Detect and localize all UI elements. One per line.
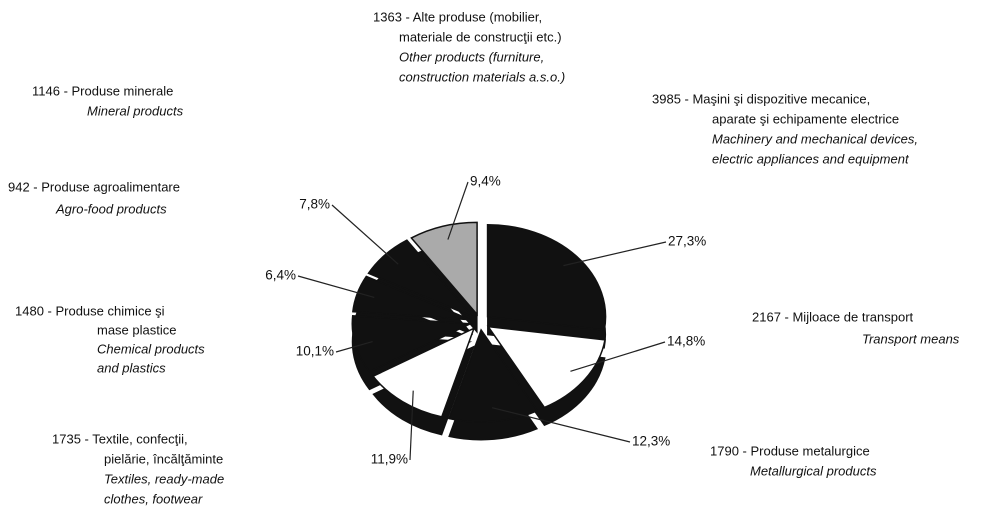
category-label-en: Agro-food products <box>55 201 167 216</box>
leader-line <box>447 181 469 240</box>
slice <box>371 326 476 418</box>
category-label: pielărie, încălţăminte <box>104 451 223 466</box>
category-label: aparate şi echipamente electrice <box>712 111 899 126</box>
leader-line <box>331 204 399 265</box>
leader-line <box>570 341 666 372</box>
category-label: 1146 - Produse minerale <box>32 83 173 98</box>
percent-label: 27,3% <box>668 234 706 249</box>
slice <box>351 314 474 373</box>
percent-label: 14,8% <box>667 334 705 349</box>
category-label-en: electric appliances and equipment <box>712 151 910 166</box>
leader-line <box>563 241 667 267</box>
category-label-en: and plastics <box>97 360 166 375</box>
category-label: 1363 - Alte produse (mobilier, <box>373 9 542 24</box>
category-label-en: Other products (furniture, <box>399 49 544 64</box>
category-label: 3985 - Maşini şi dispozitive mecanice, <box>652 91 870 106</box>
category-label: 2167 - Mijloace de transport <box>752 309 914 324</box>
slice <box>367 239 474 318</box>
percent-label: 11,9% <box>371 452 408 467</box>
category-label-en: construction materials a.s.o.) <box>399 69 565 84</box>
percent-label: 6,4% <box>265 268 296 283</box>
leader-line <box>297 275 375 299</box>
category-label-en: clothes, footwear <box>104 491 203 506</box>
category-label-en: Mineral products <box>87 103 184 118</box>
slice <box>447 328 539 423</box>
category-label: 1735 - Textile, confecţii, <box>52 431 188 446</box>
percent-label: 9,4% <box>470 174 501 189</box>
category-label: 942 - Produse agroalimentare <box>8 179 180 194</box>
leader-line <box>335 341 373 353</box>
leader-line <box>409 390 414 461</box>
slice <box>486 224 607 331</box>
slice <box>486 325 606 409</box>
category-label-en: Chemical products <box>97 341 205 356</box>
category-label-en: Textiles, ready-made <box>104 471 224 486</box>
slice <box>410 221 478 317</box>
category-label: mase plastice <box>97 322 176 337</box>
category-label: 1790 - Produse metalurgice <box>710 443 870 458</box>
category-label-en: Machinery and mechanical devices, <box>712 131 918 146</box>
category-label-en: Transport means <box>862 331 960 346</box>
leader-line <box>491 407 631 443</box>
category-label: materiale de construcţii etc.) <box>399 29 562 44</box>
percent-label: 7,8% <box>299 197 330 212</box>
slice <box>352 275 471 321</box>
percent-label: 10,1% <box>296 344 334 359</box>
percent-label: 12,3% <box>632 434 670 449</box>
category-label: 1480 - Produse chimice şi <box>15 303 165 318</box>
category-label-en: Metallurgical products <box>750 463 877 478</box>
